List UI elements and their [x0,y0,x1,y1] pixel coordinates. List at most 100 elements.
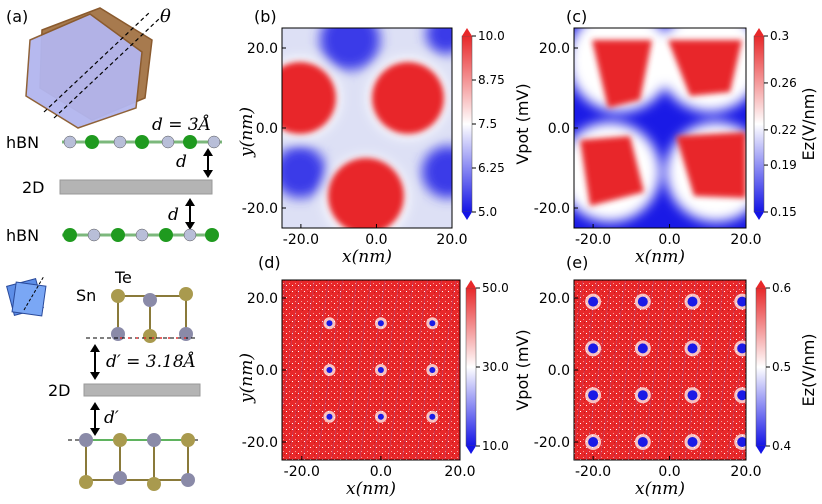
x-tick-label: 0.0 [370,464,392,480]
panel-e-label: (e) [566,253,588,272]
colorbar-label-b: Vpot (mV) [513,83,532,164]
d-arrow-bottom-head-up [185,198,195,206]
axis-ticks-d: -20.0 0.0 20.0 20.0 0.0 -20.0 x(nm) [242,291,476,499]
snte-bottom-structure [68,433,198,491]
spot [737,437,746,447]
2d-top-layer [59,179,213,195]
y-tick-label: 20.0 [247,291,278,307]
spot [429,320,436,327]
axis-ticks-c: -20.0 0.0 20.0 20.0 0.0 -20.0 x(nm) [534,41,762,267]
hbn-top-layer [62,135,222,149]
panel-b-label: (b) [254,7,277,26]
colorbar-tick-label: 8.75 [478,73,505,87]
axis-line-1 [43,11,151,113]
x-tick-label: -20.0 [575,464,611,480]
colorbar-label-c: Ez(V/nm) [799,87,818,160]
colorbar-c-bottom-arrow [754,212,764,220]
colorbar-d-top-arrow [466,280,476,288]
hbn-bottom-layer [62,228,219,242]
dprime-arrow-top-head-down [90,372,100,380]
snte-top-structure [86,287,198,343]
y-tick-label: -20.0 [534,201,570,217]
axis-ticks-e: -20.0 0.0 20.0 20.0 0.0 -20.0 x(nm) [534,291,762,499]
hbn-bottom-label: hBN [6,226,39,245]
x-tick-label: -20.0 [284,464,320,480]
x-axis-label: x(nm) [635,247,685,267]
spots-d [323,317,439,423]
x-tick-label: 20.0 [436,232,467,248]
x-tick-label: 20.0 [730,232,761,248]
colorbar-ticks-b: 10.0 8.75 7.5 6.25 5.0 [472,29,505,219]
spot [637,343,648,354]
spot [687,343,698,354]
panel-b: (b) -20.0 0.0 20.0 20.0 0.0 -20.0 x(nm) y(nm) [237,7,532,267]
dprime-arrow-bottom-head-up [90,402,100,410]
colorbar-b-bottom-arrow [462,212,472,220]
2d-bottom-layer [83,383,201,397]
spot [637,390,648,401]
colorbar-ticks-e: 0.6 0.5 0.4 [766,281,791,453]
colorbar-e [755,287,767,447]
spot [377,367,384,373]
spot [637,296,648,307]
spot [588,296,599,307]
x-axis-label: x(nm) [342,247,392,267]
panel-e: (e) -20.0 0.0 20.0 20.0 0.0 -20.0 x(nm) 0.6 0.5… [534,253,818,499]
panel-d-label: (d) [258,253,281,272]
y-tick-label: -20.0 [242,201,278,217]
colorbar-tick-label: 0.22 [770,123,797,137]
axis-ticks-b: -20.0 0.0 20.0 20.0 0.0 -20.0 x(nm) [242,41,468,267]
colorbar-d-bottom-arrow [466,446,476,454]
d-arrow-top-head-up [203,148,213,156]
colorbar-tick-label: 0.15 [770,205,797,219]
d-bottom-label: d [168,205,179,225]
spots-e [585,293,746,450]
x-tick-label: 0.0 [365,232,387,248]
spot [737,296,746,307]
panel-a-label: (a) [6,7,28,26]
y-tick-label: 0.0 [548,363,570,379]
colorbar-tick-label: 0.4 [772,439,791,453]
spot [429,413,436,420]
x-tick-label: -20.0 [575,232,611,248]
axis-line-2 [53,17,161,119]
colorbar-label-d: Vpot (mV) [513,329,532,410]
y-tick-label: 0.0 [256,121,278,137]
y-tick-label: 20.0 [539,41,570,57]
spot [637,437,648,447]
x-tick-label: 0.0 [658,232,680,248]
theta-label: θ [160,6,171,27]
heatmap-b [282,28,452,228]
colorbar-tick-label: 0.6 [772,281,791,295]
y-tick-label: 20.0 [539,291,570,307]
colorbar-tick-label: 5.0 [478,205,497,219]
dprime-label: d′ [104,408,119,428]
d-arrow-top-head-down [203,170,213,178]
colorbar-e-bottom-arrow [756,446,766,454]
colorbar-c [753,35,765,213]
colorbar-b [461,35,473,213]
panel-c-label: (c) [566,7,587,26]
te-label: Te [114,268,132,287]
colorbar-tick-label: 6.25 [478,161,505,175]
dprime-arrow-top-head-up [90,344,100,352]
x-axis-label: x(nm) [635,479,685,499]
colorbar-tick-label: 10.0 [482,439,509,453]
x-tick-label: 20.0 [444,464,475,480]
spot [687,390,698,401]
colorbar-tick-label: 0.3 [770,29,789,43]
spot [429,367,436,373]
colorbar-ticks-d: 50.0 30.0 10.0 [476,281,509,453]
spot [326,320,333,327]
ylabel-b: y(nm) [237,107,257,158]
spot [737,343,746,354]
panel-a: (a) θ d = 3Å hBN d 2D d hB [6,6,222,491]
heatmap-d [282,280,460,460]
colorbar-label-e: Ez(V/nm) [799,333,818,406]
x-tick-label: -20.0 [283,232,319,248]
heatmap-c [574,28,746,228]
2d-bottom-label: 2D [48,381,71,400]
colorbar-tick-label: 0.19 [770,158,797,172]
colorbar-c-top-arrow [754,28,764,36]
